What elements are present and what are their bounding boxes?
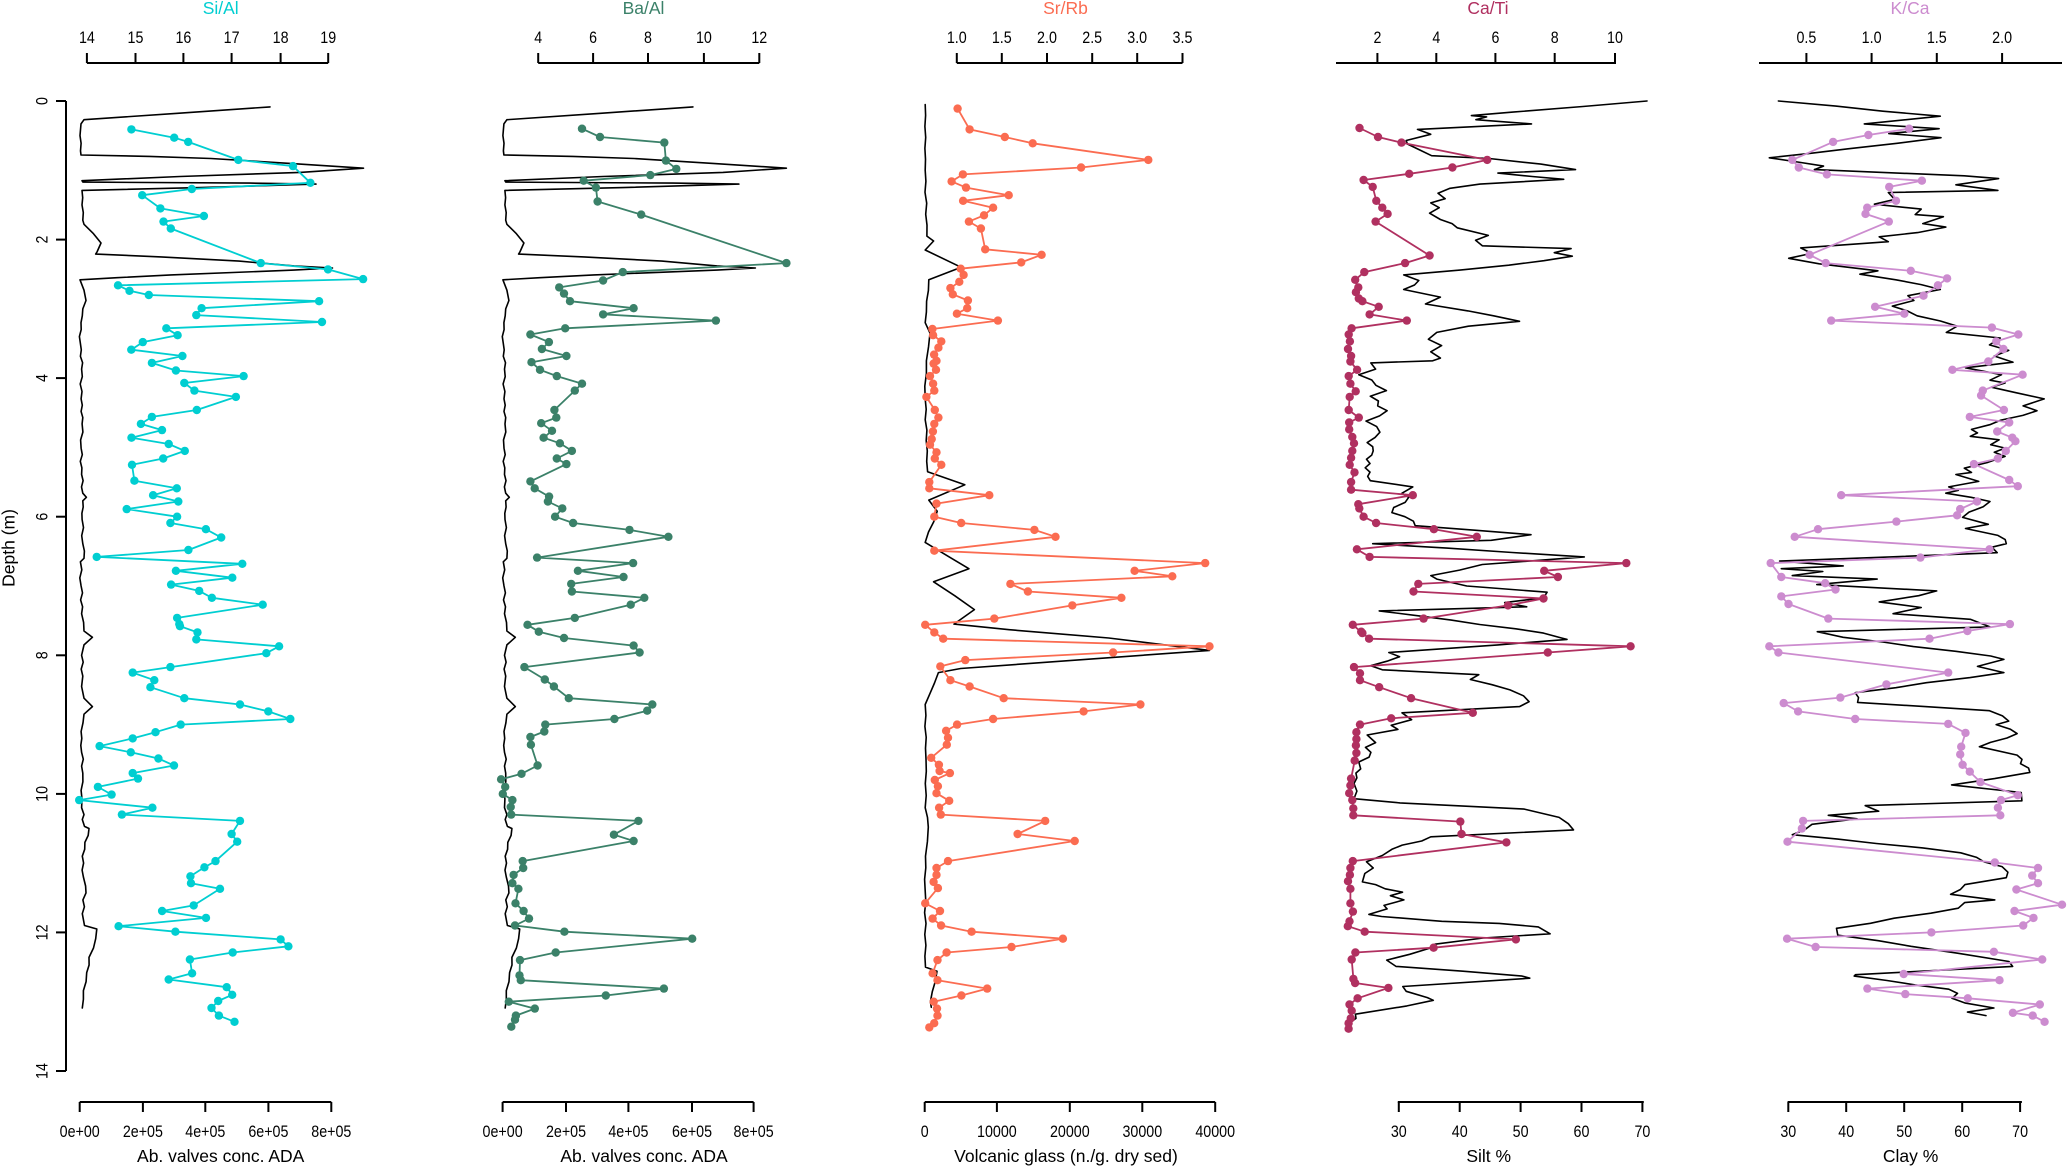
svg-text:3.5: 3.5 — [1173, 28, 1193, 47]
svg-text:Volcanic glass (n./g. dry sed): Volcanic glass (n./g. dry sed) — [954, 1146, 1178, 1166]
svg-text:Clay %: Clay % — [1883, 1146, 1938, 1166]
svg-text:Si/Al: Si/Al — [203, 0, 239, 18]
svg-text:60: 60 — [1574, 1122, 1590, 1141]
svg-text:2.0: 2.0 — [1037, 28, 1057, 47]
svg-text:8e+05: 8e+05 — [734, 1122, 774, 1141]
svg-text:30: 30 — [1780, 1122, 1796, 1141]
svg-text:16: 16 — [175, 28, 191, 47]
svg-text:40000: 40000 — [1195, 1122, 1235, 1141]
svg-text:19: 19 — [320, 28, 336, 47]
svg-text:30000: 30000 — [1122, 1122, 1162, 1141]
svg-text:6: 6 — [33, 513, 52, 521]
svg-text:17: 17 — [224, 28, 240, 47]
svg-text:2e+05: 2e+05 — [123, 1122, 163, 1141]
svg-text:15: 15 — [128, 28, 144, 47]
svg-text:1.5: 1.5 — [1927, 28, 1947, 47]
svg-text:6: 6 — [589, 28, 597, 47]
svg-text:40: 40 — [1838, 1122, 1854, 1141]
svg-text:30: 30 — [1391, 1122, 1407, 1141]
svg-text:18: 18 — [273, 28, 289, 47]
svg-text:8: 8 — [33, 651, 52, 659]
svg-text:4e+05: 4e+05 — [185, 1122, 225, 1141]
svg-text:4: 4 — [33, 374, 52, 382]
svg-text:14: 14 — [79, 28, 95, 47]
svg-text:4e+05: 4e+05 — [608, 1122, 648, 1141]
svg-text:6: 6 — [1491, 28, 1499, 47]
svg-text:0e+00: 0e+00 — [60, 1122, 100, 1141]
svg-text:1.0: 1.0 — [947, 28, 967, 47]
svg-text:0: 0 — [921, 1122, 929, 1141]
svg-text:10: 10 — [696, 28, 712, 47]
svg-text:70: 70 — [2012, 1122, 2028, 1141]
svg-text:4: 4 — [534, 28, 542, 47]
svg-text:12: 12 — [33, 924, 52, 940]
svg-text:0e+00: 0e+00 — [483, 1122, 523, 1141]
svg-text:10: 10 — [33, 786, 52, 802]
svg-text:50: 50 — [1513, 1122, 1529, 1141]
svg-text:Ab. valves conc. ADA: Ab. valves conc. ADA — [560, 1146, 728, 1166]
svg-text:8e+05: 8e+05 — [311, 1122, 351, 1141]
svg-text:50: 50 — [1896, 1122, 1912, 1141]
svg-text:Sr/Rb: Sr/Rb — [1043, 0, 1088, 18]
svg-text:Ba/Al: Ba/Al — [623, 0, 665, 18]
svg-text:6e+05: 6e+05 — [248, 1122, 288, 1141]
svg-text:0.5: 0.5 — [1796, 28, 1816, 47]
svg-text:40: 40 — [1452, 1122, 1468, 1141]
svg-text:Ab. valves conc. ADA: Ab. valves conc. ADA — [137, 1146, 305, 1166]
svg-text:2: 2 — [33, 236, 52, 244]
svg-text:10: 10 — [1607, 28, 1623, 47]
svg-text:20000: 20000 — [1050, 1122, 1090, 1141]
svg-text:2: 2 — [1373, 28, 1381, 47]
svg-text:4: 4 — [1432, 28, 1440, 47]
svg-text:12: 12 — [751, 28, 767, 47]
svg-text:2.0: 2.0 — [1992, 28, 2012, 47]
svg-text:2.5: 2.5 — [1082, 28, 1102, 47]
svg-text:Depth (m): Depth (m) — [0, 509, 19, 587]
svg-text:10000: 10000 — [977, 1122, 1017, 1141]
svg-text:Ca/Ti: Ca/Ti — [1467, 0, 1508, 18]
svg-text:3.0: 3.0 — [1127, 28, 1147, 47]
svg-text:14: 14 — [33, 1063, 52, 1079]
svg-text:2e+05: 2e+05 — [546, 1122, 586, 1141]
svg-text:70: 70 — [1634, 1122, 1650, 1141]
svg-text:8: 8 — [1551, 28, 1559, 47]
svg-text:K/Ca: K/Ca — [1891, 0, 1930, 18]
svg-text:6e+05: 6e+05 — [672, 1122, 712, 1141]
svg-text:60: 60 — [1954, 1122, 1970, 1141]
svg-text:Silt %: Silt % — [1466, 1146, 1511, 1166]
svg-text:1.0: 1.0 — [1862, 28, 1882, 47]
svg-text:1.5: 1.5 — [992, 28, 1012, 47]
svg-text:0: 0 — [33, 97, 52, 105]
svg-text:8: 8 — [644, 28, 652, 47]
